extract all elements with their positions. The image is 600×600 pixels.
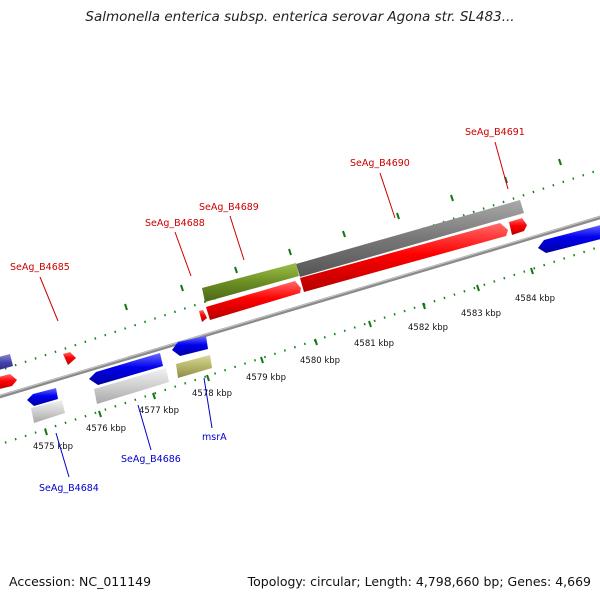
- annotation-silver-long[interactable]: [94, 368, 169, 404]
- gene-forward-b4691-arrow[interactable]: [509, 218, 527, 235]
- outer-major-ticks: [124, 158, 562, 311]
- gene-label-b4690[interactable]: SeAg_B4690: [350, 158, 410, 169]
- gene-reverse-left-arrow[interactable]: [27, 388, 58, 406]
- gene-label-b4689[interactable]: SeAg_B4689: [199, 202, 259, 213]
- genome-backbone: [0, 215, 600, 399]
- gene-reverse-mid-arrow[interactable]: [89, 353, 163, 385]
- gene-label-b4691[interactable]: SeAg_B4691: [465, 127, 525, 138]
- scale-label-4576: 4576 kbp: [86, 424, 126, 434]
- inner-major-ticks: [44, 267, 534, 436]
- gene-label-b4684[interactable]: SeAg_B4684: [39, 483, 99, 494]
- gene-forward-b4685-arrow[interactable]: [63, 352, 76, 365]
- gene-label-b4685[interactable]: SeAg_B4685: [10, 262, 70, 273]
- annotation-olive[interactable]: [202, 263, 299, 302]
- gene-forward-edge-arrow-2[interactable]: [0, 354, 13, 371]
- map-title: Salmonella enterica subsp. enterica sero…: [85, 9, 515, 25]
- gene-label-b4688[interactable]: SeAg_B4688: [145, 218, 205, 229]
- scale-label-4578: 4578 kbp: [192, 389, 232, 399]
- annotation-khaki[interactable]: [176, 355, 212, 378]
- scale-label-4582: 4582 kbp: [408, 323, 448, 333]
- scale-label-4577: 4577 kbp: [139, 406, 179, 416]
- forward-label-leaders: [39, 141, 509, 322]
- outer-dotted-ruler: [0, 168, 600, 372]
- gene-reverse-upper-arrow[interactable]: [172, 336, 208, 356]
- scale-label-4575: 4575 kbp: [33, 442, 73, 452]
- scale-label-4580: 4580 kbp: [300, 356, 340, 366]
- gene-forward-edge-arrow[interactable]: [0, 374, 17, 390]
- topology-text: Topology: circular; Length: 4,798,660 bp…: [247, 574, 591, 589]
- scale-label-4579: 4579 kbp: [246, 373, 286, 383]
- gene-reverse-right-arrow[interactable]: [538, 224, 600, 253]
- reverse-label-leaders: [55, 377, 213, 478]
- genome-backbone-highlight: [0, 215, 600, 397]
- accession-text: Accession: NC_011149: [9, 574, 152, 589]
- gene-label-msra[interactable]: msrA: [202, 432, 227, 443]
- scale-label-4581: 4581 kbp: [354, 339, 394, 349]
- gene-label-b4686[interactable]: SeAg_B4686: [121, 454, 181, 465]
- gene-forward-b4690-arrow[interactable]: [300, 223, 508, 292]
- gene-forward-small-arrow[interactable]: [199, 310, 207, 322]
- scale-label-4583: 4583 kbp: [461, 309, 501, 319]
- annotation-silver-small[interactable]: [31, 400, 65, 423]
- gene-forward-b4689-arrow[interactable]: [206, 281, 301, 320]
- scale-label-4584: 4584 kbp: [515, 294, 555, 304]
- annotation-gray-long[interactable]: [296, 200, 524, 277]
